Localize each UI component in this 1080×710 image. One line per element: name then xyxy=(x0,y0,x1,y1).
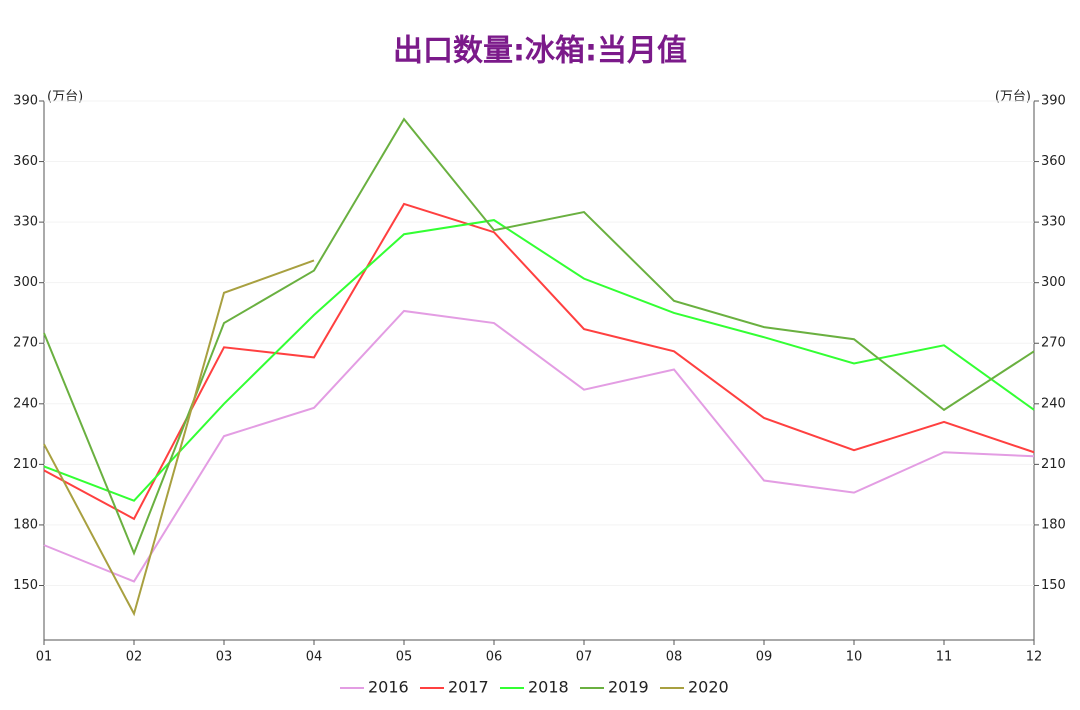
y-tick-label: 330 xyxy=(13,215,38,230)
y-tick-label: 390 xyxy=(13,94,38,109)
y-axis-label: (万台) xyxy=(47,90,83,105)
y2-tick-label: 270 xyxy=(1041,336,1066,351)
y-tick-label: 210 xyxy=(13,457,38,472)
x-tick-label: 08 xyxy=(666,650,683,665)
y2-tick-label: 360 xyxy=(1041,154,1066,169)
x-tick-label: 11 xyxy=(936,650,953,665)
series-line xyxy=(43,117,1035,556)
x-tick-label: 01 xyxy=(36,650,53,665)
x-tick-label: 05 xyxy=(396,650,413,665)
series-line xyxy=(43,202,1035,521)
y2-tick-label: 390 xyxy=(1041,94,1066,109)
y2-tick-label: 150 xyxy=(1041,578,1066,593)
chart-title: 出口数量:冰箱:当月值 xyxy=(393,34,687,69)
series-line xyxy=(43,219,1035,502)
y2-tick-label: 330 xyxy=(1041,215,1066,230)
legend-label: 2020 xyxy=(688,678,729,697)
y-tick-label: 150 xyxy=(13,578,38,593)
y2-tick-label: 240 xyxy=(1041,396,1066,411)
y2-tick-label: 180 xyxy=(1041,517,1066,532)
x-tick-label: 03 xyxy=(216,650,233,665)
legend-label: 2016 xyxy=(368,678,409,697)
legend-label: 2018 xyxy=(528,678,569,697)
y2-tick-label: 210 xyxy=(1041,457,1066,472)
series-line xyxy=(43,309,1035,583)
y2-tick-label: 300 xyxy=(1041,275,1066,290)
legend-label: 2017 xyxy=(448,678,489,697)
y-tick-label: 270 xyxy=(13,336,38,351)
x-tick-label: 09 xyxy=(756,650,773,665)
x-tick-label: 04 xyxy=(306,650,323,665)
x-tick-label: 07 xyxy=(576,650,593,665)
y-tick-label: 360 xyxy=(13,154,38,169)
x-tick-label: 12 xyxy=(1026,650,1043,665)
y2-axis-label: (万台) xyxy=(995,90,1031,105)
y-tick-label: 240 xyxy=(13,396,38,411)
series-line xyxy=(43,259,315,617)
x-tick-label: 10 xyxy=(846,650,863,665)
y-tick-label: 180 xyxy=(13,517,38,532)
legend-label: 2019 xyxy=(608,678,649,697)
y-tick-label: 300 xyxy=(13,275,38,290)
x-tick-label: 06 xyxy=(486,650,503,665)
x-tick-label: 02 xyxy=(126,650,143,665)
